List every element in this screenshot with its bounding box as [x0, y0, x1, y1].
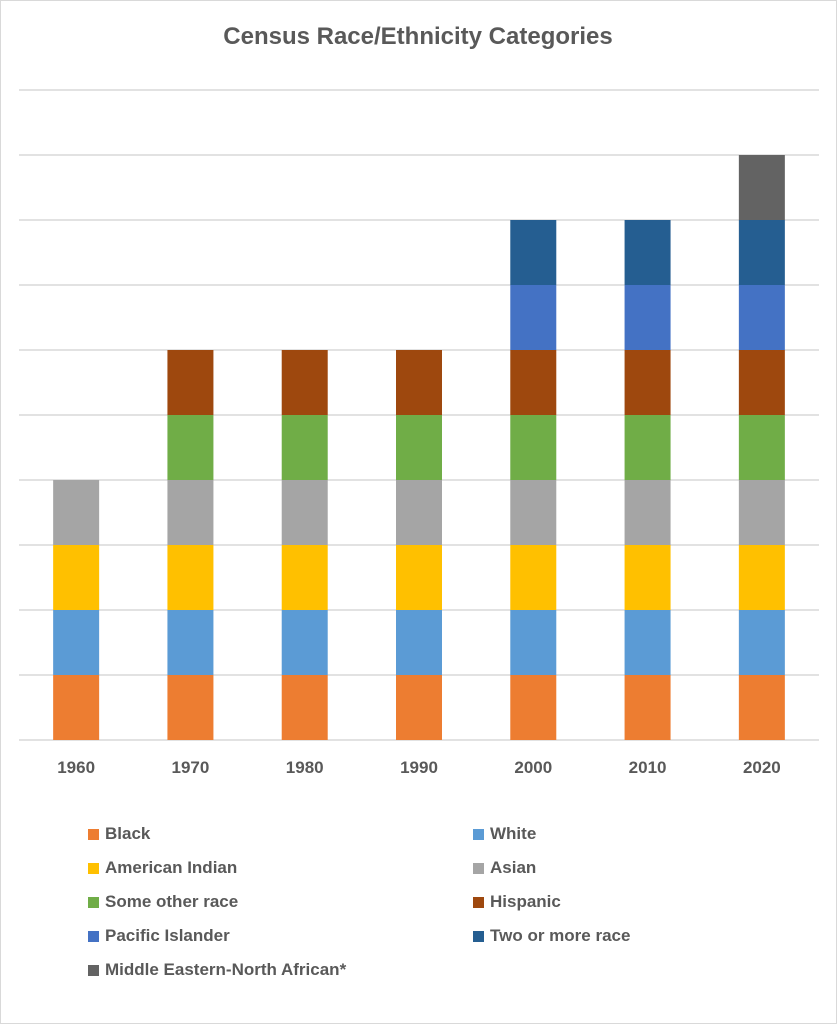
legend-item-pacific-islander: Pacific Islander — [88, 924, 230, 948]
bar-segment-2000-some-other-race — [510, 415, 557, 480]
bar-segment-2020-hispanic — [738, 350, 785, 415]
bar-segment-1970-hispanic — [167, 350, 214, 415]
bar-segment-1970-american-indian — [167, 545, 214, 610]
legend-label: American Indian — [105, 858, 238, 877]
bar-segment-1970-asian — [167, 480, 214, 545]
bar-segment-2010-american-indian — [624, 545, 671, 610]
legend-label: Middle Eastern-North African* — [105, 960, 347, 979]
legend-label: White — [490, 824, 537, 843]
legend-swatch — [473, 862, 484, 874]
bar-segment-2010-black — [624, 675, 671, 740]
bar-segment-2020-middle-eastern-north-african — [738, 155, 785, 220]
bar-segment-1980-asian — [281, 480, 328, 545]
bar-segment-2000-pacific-islander — [510, 285, 557, 350]
bar-segment-2000-asian — [510, 480, 557, 545]
legend-item-two-or-more-race: Two or more race — [473, 924, 630, 948]
bar-segment-2020-white — [738, 610, 785, 675]
x-tick-label: 1960 — [57, 758, 95, 777]
x-axis-ticks: 1960 1970 1980 1990 2000 2010 2020 — [57, 758, 781, 777]
bar-segment-1970-some-other-race — [167, 415, 214, 480]
legend-label: Some other race — [105, 892, 239, 911]
bar-segment-1980-some-other-race — [281, 415, 328, 480]
legend-swatch — [88, 862, 99, 874]
bar-segment-2010-two-or-more-race — [624, 220, 671, 285]
bar-segment-1960-asian — [53, 480, 100, 545]
x-tick-label: 2020 — [743, 758, 781, 777]
legend-item-white: White — [473, 822, 536, 846]
bar-segment-1980-american-indian — [281, 545, 328, 610]
bar-segment-2000-american-indian — [510, 545, 557, 610]
legend-item-hispanic: Hispanic — [473, 890, 561, 914]
x-tick-label: 1970 — [172, 758, 210, 777]
bar-segment-2010-some-other-race — [624, 415, 671, 480]
bars — [53, 155, 785, 740]
bar-segment-2000-hispanic — [510, 350, 557, 415]
legend-swatch — [88, 828, 99, 840]
x-tick-label: 1990 — [400, 758, 438, 777]
legend-label: Hispanic — [490, 892, 561, 911]
bar-segment-1960-white — [53, 610, 100, 675]
bar-segment-2010-asian — [624, 480, 671, 545]
gridlines — [19, 89, 819, 741]
legend: Black White American Indian Asian Some other… — [88, 822, 788, 1012]
bar-segment-1990-some-other-race — [396, 415, 442, 480]
bar-segment-2020-two-or-more-race — [738, 220, 785, 285]
bar-segment-2020-pacific-islander — [738, 285, 785, 350]
bar-segment-2020-some-other-race — [738, 415, 785, 480]
legend-swatch — [88, 964, 99, 976]
legend-label: Black — [105, 824, 151, 843]
legend-label: Pacific Islander — [105, 926, 230, 945]
bar-segment-1970-white — [167, 610, 214, 675]
legend-swatch — [473, 930, 484, 942]
chart-title: Census Race/Ethnicity Categories — [223, 23, 612, 50]
bar-segment-2000-white — [510, 610, 557, 675]
bar-segment-2020-asian — [738, 480, 785, 545]
legend-label: Two or more race — [490, 926, 631, 945]
legend-swatch — [88, 896, 99, 908]
bar-segment-2010-white — [624, 610, 671, 675]
bar-segment-1990-american-indian — [396, 545, 442, 610]
legend-swatch — [88, 930, 99, 942]
x-tick-label: 2010 — [629, 758, 667, 777]
legend-item-black: Black — [88, 822, 150, 846]
legend-item-middle-eastern-north-african: Middle Eastern-North African* — [88, 958, 346, 982]
bar-segment-1980-hispanic — [281, 350, 328, 415]
bar-segment-1980-white — [281, 610, 328, 675]
legend-swatch — [473, 828, 484, 840]
bar-segment-2020-black — [738, 675, 785, 740]
legend-item-asian: Asian — [473, 856, 536, 880]
legend-item-american-indian: American Indian — [88, 856, 237, 880]
bar-segment-1990-white — [396, 610, 442, 675]
legend-item-some-other-race: Some other race — [88, 890, 238, 914]
bar-segment-2010-pacific-islander — [624, 285, 671, 350]
x-tick-label: 1980 — [286, 758, 324, 777]
bar-segment-1990-hispanic — [396, 350, 442, 415]
bar-segment-2020-american-indian — [738, 545, 785, 610]
bar-segment-1990-asian — [396, 480, 442, 545]
bar-segment-2000-two-or-more-race — [510, 220, 557, 285]
bar-segment-2010-hispanic — [624, 350, 671, 415]
legend-label: Asian — [490, 858, 537, 877]
bar-segment-1960-black — [53, 675, 100, 740]
bar-segment-1990-black — [396, 675, 442, 740]
bar-segment-1970-black — [167, 675, 214, 740]
bar-segment-2000-black — [510, 675, 557, 740]
legend-swatch — [473, 896, 484, 908]
bar-segment-1980-black — [281, 675, 328, 740]
bar-segment-1960-american-indian — [53, 545, 100, 610]
x-tick-label: 2000 — [514, 758, 552, 777]
